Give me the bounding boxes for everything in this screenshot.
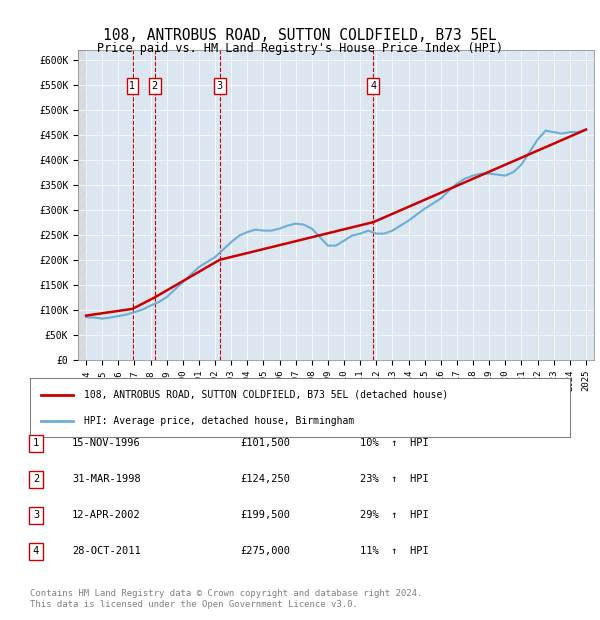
Text: 2: 2 bbox=[151, 81, 158, 91]
Text: 2: 2 bbox=[33, 474, 39, 484]
Text: HPI: Average price, detached house, Birmingham: HPI: Average price, detached house, Birm… bbox=[84, 415, 354, 425]
Text: Price paid vs. HM Land Registry's House Price Index (HPI): Price paid vs. HM Land Registry's House … bbox=[97, 42, 503, 55]
Text: 4: 4 bbox=[33, 546, 39, 556]
Text: 4: 4 bbox=[370, 81, 376, 91]
Text: Contains HM Land Registry data © Crown copyright and database right 2024.
This d: Contains HM Land Registry data © Crown c… bbox=[30, 590, 422, 609]
Text: 15-NOV-1996: 15-NOV-1996 bbox=[72, 438, 141, 448]
Text: 29%  ↑  HPI: 29% ↑ HPI bbox=[360, 510, 429, 520]
Text: 10%  ↑  HPI: 10% ↑ HPI bbox=[360, 438, 429, 448]
Text: 1: 1 bbox=[130, 81, 136, 91]
Text: £124,250: £124,250 bbox=[240, 474, 290, 484]
Text: 11%  ↑  HPI: 11% ↑ HPI bbox=[360, 546, 429, 556]
Text: 3: 3 bbox=[217, 81, 223, 91]
Text: 108, ANTROBUS ROAD, SUTTON COLDFIELD, B73 5EL (detached house): 108, ANTROBUS ROAD, SUTTON COLDFIELD, B7… bbox=[84, 390, 448, 400]
Text: 28-OCT-2011: 28-OCT-2011 bbox=[72, 546, 141, 556]
Text: 12-APR-2002: 12-APR-2002 bbox=[72, 510, 141, 520]
Text: £101,500: £101,500 bbox=[240, 438, 290, 448]
Text: 3: 3 bbox=[33, 510, 39, 520]
Text: £199,500: £199,500 bbox=[240, 510, 290, 520]
Text: 23%  ↑  HPI: 23% ↑ HPI bbox=[360, 474, 429, 484]
Text: 108, ANTROBUS ROAD, SUTTON COLDFIELD, B73 5EL: 108, ANTROBUS ROAD, SUTTON COLDFIELD, B7… bbox=[103, 28, 497, 43]
Text: £275,000: £275,000 bbox=[240, 546, 290, 556]
Text: 31-MAR-1998: 31-MAR-1998 bbox=[72, 474, 141, 484]
Text: 1: 1 bbox=[33, 438, 39, 448]
